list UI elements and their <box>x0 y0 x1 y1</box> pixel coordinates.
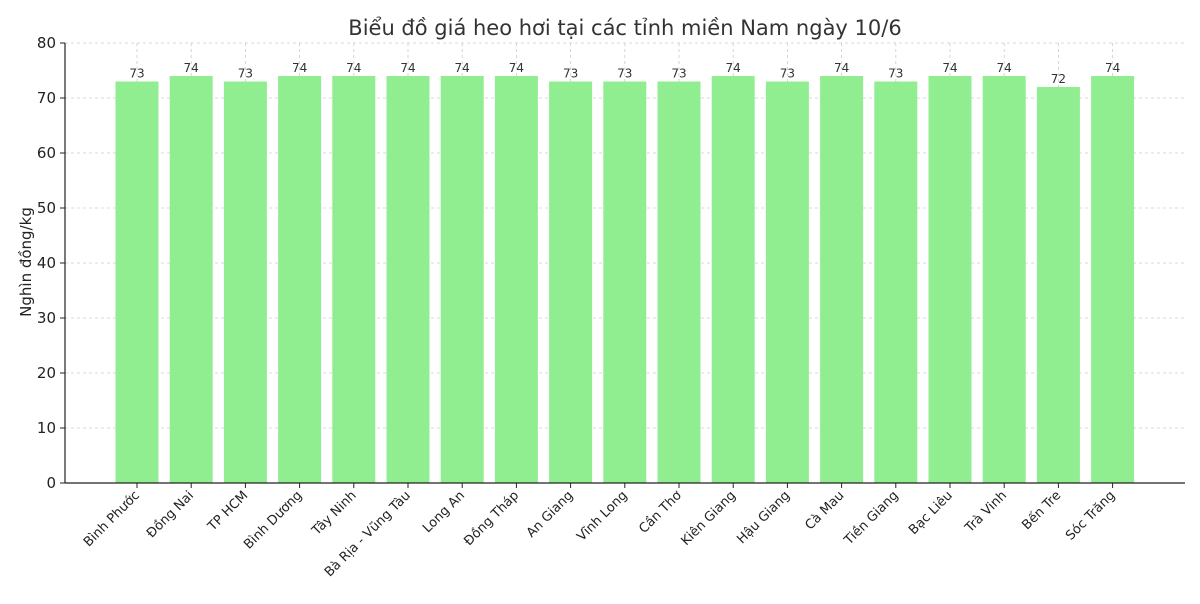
y-tick-label: 20 <box>37 364 56 382</box>
y-tick-label: 80 <box>37 34 56 52</box>
bar <box>982 76 1026 483</box>
x-tick-label: Bình Phước <box>81 488 143 550</box>
bar <box>223 81 267 483</box>
bar <box>657 81 701 483</box>
x-tick-label: Cà Mau <box>802 488 847 533</box>
bar <box>386 76 430 483</box>
bar-value-label: 73 <box>780 67 795 81</box>
y-tick-label: 50 <box>37 199 56 217</box>
x-tick-label: An Giang <box>524 488 577 541</box>
x-tick-label: TP HCM <box>205 488 252 535</box>
x-tick-label: Bạc Liêu <box>906 488 956 538</box>
bar-value-label: 74 <box>726 61 741 75</box>
bar <box>169 76 213 483</box>
y-tick-label: 40 <box>37 254 56 272</box>
x-tick-label: Trà Vinh <box>962 488 1010 536</box>
y-tick-label: 10 <box>37 419 56 437</box>
x-tick-label: Tiền Giang <box>841 488 902 549</box>
chart-title: Biểu đồ giá heo hơi tại các tỉnh miền Na… <box>348 16 901 40</box>
y-ticks: 0 10 20 30 40 50 60 70 80 <box>37 34 65 492</box>
bar-value-label: 74 <box>997 61 1012 75</box>
bar-value-label: 73 <box>238 67 253 81</box>
bar <box>440 76 484 483</box>
x-tick-label: Tây Ninh <box>309 488 360 539</box>
bar-value-label: 73 <box>563 67 578 81</box>
bar <box>928 76 972 483</box>
bar-value-label: 72 <box>1051 72 1066 86</box>
x-tick-label: Bình Dương <box>241 488 305 552</box>
y-tick-label: 70 <box>37 89 56 107</box>
bar <box>332 76 376 483</box>
bar-value-label: 74 <box>834 61 849 75</box>
bar-value-label: 74 <box>509 61 524 75</box>
bar-value-label: 73 <box>888 67 903 81</box>
bar-value-label: 73 <box>671 67 686 81</box>
bar-value-label: 73 <box>617 67 632 81</box>
bar <box>765 81 809 483</box>
bar <box>1091 76 1135 483</box>
bar <box>494 76 538 483</box>
bar <box>711 76 755 483</box>
x-tick-label: Bến Tre <box>1019 488 1064 533</box>
bar <box>603 81 647 483</box>
bar <box>278 76 322 483</box>
x-tick-label: Vĩnh Long <box>574 488 630 544</box>
bar <box>115 81 159 483</box>
data-labels: 73 74 73 74 74 74 74 74 73 73 73 74 73 74 73 74 74 72 74 <box>129 61 1120 86</box>
x-tick-label: Long An <box>420 488 468 536</box>
bar-value-label: 73 <box>129 67 144 81</box>
x-tick-label: Kiên Giang <box>678 488 739 549</box>
bar-value-label: 74 <box>184 61 199 75</box>
bar <box>820 76 864 483</box>
y-tick-label: 30 <box>37 309 56 327</box>
y-axis-label: Nghìn đồng/kg <box>17 207 35 317</box>
y-tick-label: 60 <box>37 144 56 162</box>
bar <box>1036 87 1080 483</box>
x-tick-label: Hậu Giang <box>734 488 793 547</box>
x-tick-label: Sóc Trăng <box>1063 488 1118 543</box>
x-tick-label: Cần Thơ <box>636 488 685 537</box>
y-tick-label: 0 <box>46 474 56 492</box>
bar-value-label: 74 <box>455 61 470 75</box>
bar-value-label: 74 <box>292 61 307 75</box>
bar-value-label: 74 <box>1105 61 1120 75</box>
bars <box>115 76 1135 483</box>
bar-value-label: 74 <box>346 61 361 75</box>
x-tick-label: Đồng Nai <box>144 488 197 541</box>
bar-value-label: 74 <box>400 61 415 75</box>
bar-value-label: 74 <box>942 61 957 75</box>
bar <box>874 81 918 483</box>
x-tick-label: Đồng Tháp <box>461 488 522 549</box>
bar <box>549 81 593 483</box>
